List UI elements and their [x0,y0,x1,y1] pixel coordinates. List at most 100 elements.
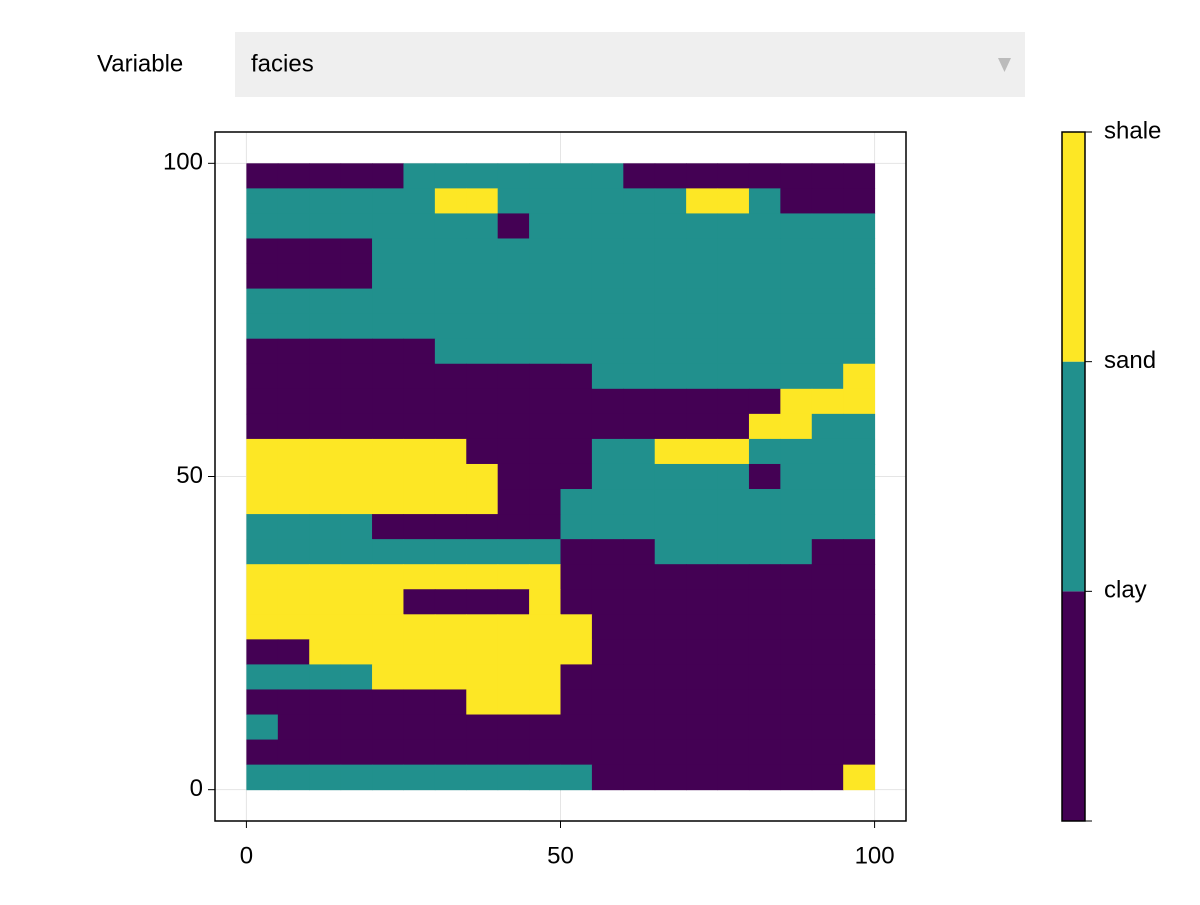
heatmap-cell [623,288,656,315]
heatmap-cell [686,614,719,640]
dropdown-arrow[interactable] [998,58,1011,72]
heatmap-cell [497,689,530,716]
heatmap-cell [277,714,310,741]
heatmap-cell [843,163,876,189]
heatmap-cell [246,188,279,214]
y-tick-label: 50 [176,462,203,489]
heatmap-cell [748,363,781,390]
heatmap-cell [686,489,719,515]
heatmap-cell [434,438,467,465]
heatmap-cell [466,739,499,766]
heatmap-cell [434,564,467,590]
heatmap-cell [843,564,876,590]
heatmap-cell [717,338,750,365]
heatmap-cell [434,288,467,315]
heatmap-cell [748,338,781,365]
heatmap-cell [560,438,593,465]
heatmap-cell [277,739,310,766]
heatmap-cell [560,213,593,239]
heatmap-cell [560,514,593,540]
heatmap-cell [529,539,561,565]
heatmap-cell [780,689,813,716]
heatmap-cell [748,689,781,716]
dropdown-value[interactable]: facies [251,50,314,77]
heatmap-cell [843,489,876,515]
heatmap-cell [277,363,310,390]
heatmap-cell [466,388,499,415]
heatmap-cell [497,463,530,490]
heatmap-cell [780,714,813,741]
heatmap-cell [434,363,467,390]
heatmap-cell [309,238,342,265]
heatmap-cell [748,238,781,265]
heatmap-cell [529,564,561,590]
heatmap-cell [686,639,719,665]
heatmap-cell [529,514,561,540]
heatmap-cell [466,163,499,189]
heatmap-cell [811,413,844,440]
heatmap-cell [654,564,687,590]
heatmap-cell [277,489,310,515]
heatmap-cell [654,639,687,665]
heatmap-cell [246,739,279,766]
heatmap-cell [466,589,499,615]
heatmap-cell [591,589,624,615]
heatmap-cell [623,263,656,290]
heatmap-cell [497,313,530,340]
heatmap-cell [686,313,719,340]
heatmap-cell [340,413,373,440]
heatmap-cell [843,413,876,440]
heatmap-cell [246,163,279,189]
heatmap-cell [811,764,844,791]
heatmap-cell [309,188,342,214]
heatmap-cell [340,739,373,766]
heatmap-cell [340,614,373,640]
heatmap-cell [529,438,561,465]
heatmap-cell [246,338,279,365]
heatmap-cell [623,764,656,791]
heatmap-cell [843,438,876,465]
heatmap-cell [497,739,530,766]
heatmap-cell [843,313,876,340]
heatmap-cell [529,664,561,690]
dropdown[interactable]: facies [235,32,1025,97]
heatmap-cell [466,338,499,365]
heatmap-cell [246,689,279,716]
heatmap-cell [529,463,561,490]
heatmap-cell [560,689,593,716]
heatmap-cell [309,213,342,239]
heatmap-cell [780,338,813,365]
heatmap-cell [811,639,844,665]
heatmap-cell [623,564,656,590]
heatmap-cell [654,213,687,239]
heatmap-cell [403,363,436,390]
heatmap-cell [372,438,404,465]
heatmap-cell [843,263,876,290]
heatmap-cell [309,539,342,565]
heatmap-cell [748,188,781,214]
heatmap-cell [717,238,750,265]
heatmap-cell [403,489,436,515]
heatmap-cell [560,714,593,741]
heatmap-cell [560,564,593,590]
heatmap-cell [686,188,719,214]
heatmap-cell [717,388,750,415]
colorbar-segment [1062,591,1085,821]
heatmap-cell [246,564,279,590]
heatmap-cell [246,664,279,690]
heatmap-cell [654,764,687,791]
heatmap-cell [529,413,561,440]
heatmap-cell [560,589,593,615]
heatmap-cell [748,589,781,615]
heatmap-cell [372,413,404,440]
dropdown-box[interactable] [235,32,1025,97]
heatmap-cell [309,564,342,590]
heatmap-cell [686,664,719,690]
heatmap-cell [309,288,342,315]
heatmap-cell [246,514,279,540]
heatmap-cell [372,163,404,189]
heatmap-cell [811,564,844,590]
heatmap-cell [748,313,781,340]
heatmap-cell [434,589,467,615]
heatmap-cell [780,539,813,565]
